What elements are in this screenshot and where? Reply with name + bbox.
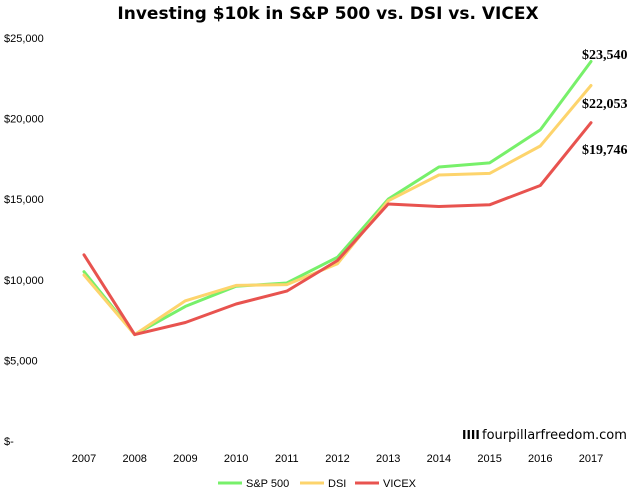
end-value-labels: $23,540 $22,053 $19,746 — [582, 48, 628, 158]
x-tick-label: 2007 — [72, 453, 96, 465]
x-tick-label: 2013 — [376, 453, 400, 465]
end-value-label: $23,540 — [582, 48, 628, 63]
x-tick-label: 2011 — [275, 453, 299, 465]
legend-label-vicex: VICEX — [383, 478, 417, 490]
chart-title: Investing $10k in S&P 500 vs. DSI vs. VI… — [117, 4, 538, 24]
y-tick-label: $25,000 — [4, 33, 44, 45]
legend-label-dsi: DSI — [328, 478, 346, 490]
x-tick-label: 2009 — [173, 453, 197, 465]
series-line-vicex — [82, 121, 593, 337]
y-tick-label: $- — [4, 436, 14, 448]
watermark-text: fourpillarfreedom.com — [482, 428, 627, 443]
x-tick-label: 2008 — [122, 453, 146, 465]
watermark-logo-icon: IIII — [462, 428, 480, 442]
x-tick-label: 2015 — [477, 453, 501, 465]
end-value-label: $22,053 — [582, 97, 628, 112]
y-tick-label: $20,000 — [4, 114, 44, 126]
x-tick-label: 2017 — [579, 453, 603, 465]
watermark: IIII fourpillarfreedom.com — [462, 428, 627, 443]
y-tick-label: $10,000 — [4, 275, 44, 287]
x-axis: 2007 2008 2009 2010 2011 2012 2013 2014 2015 2016… — [72, 453, 603, 465]
series-lines — [82, 60, 593, 337]
legend-label-s-p-500: S&P 500 — [246, 478, 289, 490]
y-axis: $- $5,000 $10,000 $15,000 $20,000 $25,000 — [4, 33, 44, 448]
y-tick-label: $15,000 — [4, 194, 44, 206]
x-tick-label: 2010 — [224, 453, 248, 465]
series-line-s-p-500 — [82, 60, 593, 337]
x-tick-label: 2016 — [528, 453, 552, 465]
x-tick-label: 2014 — [427, 453, 451, 465]
x-tick-label: 2012 — [325, 453, 349, 465]
end-value-label: $19,746 — [582, 143, 628, 158]
legend: S&P 500 DSI VICEX — [218, 478, 417, 490]
y-tick-label: $5,000 — [4, 355, 38, 367]
series-line-dsi — [82, 84, 593, 337]
